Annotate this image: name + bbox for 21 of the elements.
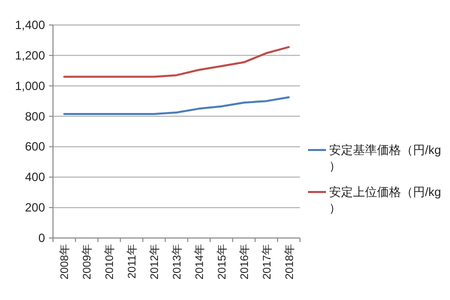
- ytick: 1,000: [14, 78, 45, 93]
- xtick: 2016年: [238, 244, 251, 280]
- ytick: 0: [38, 231, 45, 245]
- ytick: 1,200: [14, 48, 45, 62]
- xtick: 2011年: [126, 244, 139, 279]
- ytick: 200: [24, 200, 45, 215]
- legend-label: 安定基準価格（円/kg）: [329, 143, 442, 173]
- xtick: 2009年: [82, 244, 94, 280]
- xtick: 2012年: [149, 244, 162, 280]
- xtick: 2014年: [194, 244, 206, 280]
- xtick: 2008年: [59, 244, 72, 280]
- xtick: 2010年: [104, 244, 116, 280]
- legend-label: 安定上位価格（円/kg）: [329, 185, 442, 215]
- xtick: 2017年: [261, 244, 274, 280]
- ytick: 1,400: [14, 18, 45, 32]
- xtick: 2018年: [284, 244, 296, 280]
- ytick: 600: [24, 140, 45, 154]
- xtick: 2015年: [216, 244, 228, 280]
- xtick: 2013年: [172, 244, 184, 280]
- ytick: 400: [24, 170, 45, 184]
- ytick: 800: [24, 109, 45, 124]
